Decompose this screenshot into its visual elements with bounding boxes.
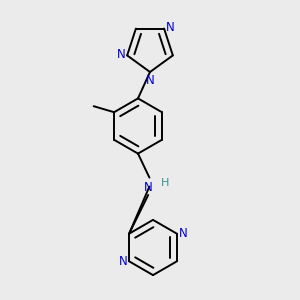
Text: N: N [144, 181, 153, 194]
Text: N: N [117, 48, 125, 61]
Text: N: N [179, 227, 188, 240]
Text: H: H [161, 178, 169, 188]
Text: N: N [146, 74, 154, 86]
Text: N: N [118, 255, 127, 268]
Text: N: N [166, 22, 175, 34]
